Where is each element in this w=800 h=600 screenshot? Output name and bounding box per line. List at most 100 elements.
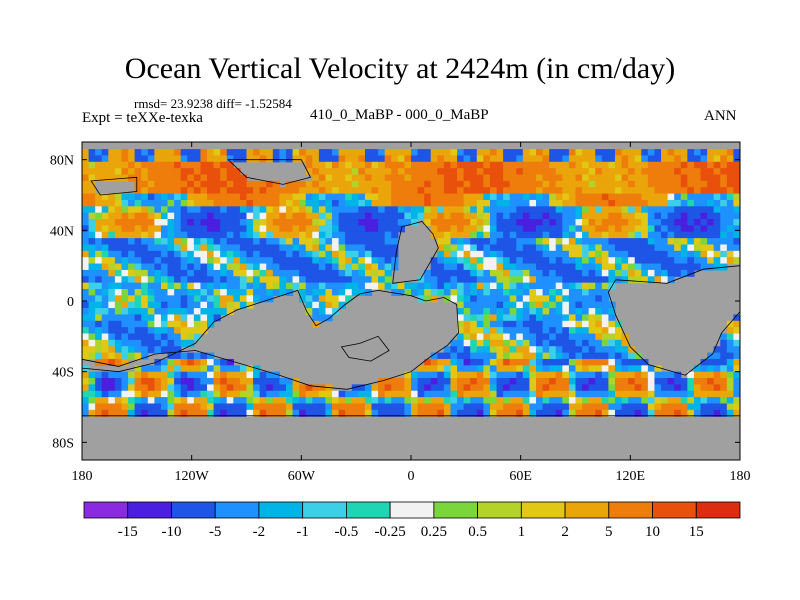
field-cell — [450, 168, 458, 176]
field-cell — [713, 199, 721, 207]
field-cell — [542, 276, 550, 284]
field-cell — [88, 333, 96, 341]
field-cell — [549, 295, 557, 303]
field-cell — [371, 263, 379, 271]
field-cell — [568, 149, 577, 157]
field-cell — [496, 358, 504, 366]
field-cell — [720, 358, 728, 366]
field-cell — [272, 206, 280, 214]
field-cell — [226, 288, 234, 296]
field-cell — [680, 149, 688, 157]
field-cell — [167, 231, 175, 239]
field-cell — [549, 149, 557, 157]
field-cell — [707, 161, 715, 169]
field-cell — [299, 403, 307, 411]
field-cell — [608, 371, 616, 379]
field-cell — [536, 180, 544, 188]
field-cell — [378, 397, 386, 405]
field-cell — [509, 339, 517, 347]
field-cell — [647, 193, 656, 201]
field-cell — [95, 174, 103, 182]
field-cell — [516, 295, 524, 303]
field-cell — [95, 244, 103, 252]
field-cell — [338, 149, 346, 157]
field-cell — [555, 212, 563, 220]
field-cell — [740, 276, 747, 283]
field-cell — [220, 263, 228, 271]
field-cell — [713, 390, 721, 398]
field-cell — [621, 378, 629, 385]
field-cell — [220, 168, 228, 176]
field-cell — [641, 168, 649, 176]
field-cell — [496, 155, 504, 163]
field-cell — [536, 212, 544, 220]
field-cell — [555, 371, 563, 379]
field-cell — [174, 295, 182, 303]
field-cell — [213, 199, 221, 207]
field-cell — [200, 212, 208, 220]
field-cell — [674, 155, 682, 163]
field-cell — [555, 352, 563, 360]
field-cell — [542, 231, 550, 239]
field-cell — [496, 365, 504, 373]
field-cell — [443, 346, 452, 354]
field-cell — [588, 238, 596, 246]
field-cell — [101, 212, 109, 220]
field-cell — [114, 320, 123, 328]
field-cell — [562, 231, 570, 239]
field-cell — [378, 269, 386, 277]
field-cell — [522, 269, 531, 277]
field-cell — [522, 397, 531, 405]
field-cell — [108, 371, 116, 379]
field-cell — [680, 238, 688, 246]
field-cell — [522, 301, 531, 309]
field-cell — [726, 238, 735, 246]
field-cell — [121, 250, 129, 258]
field-cell — [674, 403, 682, 411]
field-cell — [568, 276, 577, 284]
field-cell — [95, 308, 103, 316]
field-cell — [437, 231, 445, 239]
field-cell — [207, 225, 215, 233]
field-cell — [318, 199, 327, 207]
field-cell — [174, 390, 182, 398]
field-cell — [707, 187, 715, 195]
field-cell — [476, 327, 484, 335]
field-cell — [483, 155, 491, 163]
coastline — [607, 265, 740, 376]
field-cell — [378, 199, 386, 207]
field-cell — [312, 250, 320, 258]
field-cell — [378, 390, 386, 398]
field-cell — [470, 282, 478, 290]
field-cell — [568, 155, 577, 163]
field-cell — [647, 390, 656, 398]
field-cell — [568, 314, 577, 322]
field-cell — [266, 187, 274, 195]
field-cell — [463, 219, 471, 226]
field-cell — [285, 244, 294, 252]
field-cell — [114, 269, 123, 277]
field-cell — [608, 409, 616, 417]
colorbar-label: -10 — [161, 524, 181, 540]
field-cell — [391, 238, 399, 246]
field-cell — [522, 244, 531, 252]
field-cell — [503, 403, 511, 411]
field-cell — [345, 409, 353, 417]
field-cell — [542, 174, 550, 182]
field-cell — [522, 295, 531, 303]
field-cell — [588, 314, 596, 322]
field-cell — [522, 263, 531, 271]
field-cell — [417, 295, 425, 303]
field-cell — [233, 403, 241, 411]
field-cell — [180, 378, 188, 385]
field-cell — [470, 225, 478, 233]
field-cell — [437, 282, 445, 290]
field-cell — [707, 352, 715, 360]
field-cell — [351, 193, 359, 201]
field-cell — [555, 187, 563, 195]
field-cell — [457, 295, 465, 303]
field-cell — [259, 149, 267, 157]
field-cell — [483, 199, 491, 207]
field-cell — [226, 231, 234, 239]
field-cell — [121, 409, 129, 417]
